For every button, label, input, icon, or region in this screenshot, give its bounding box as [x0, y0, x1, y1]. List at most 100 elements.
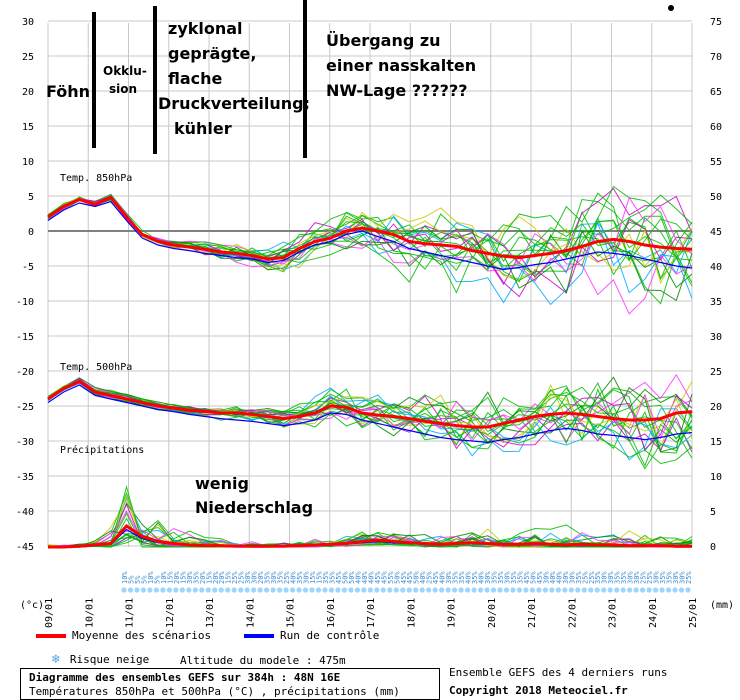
control-line [47, 200, 693, 271]
y-right-tick-label: 40 [710, 262, 722, 273]
snow-risk-label: 30% [542, 571, 550, 584]
legend-control-label: Run de contrôle [280, 629, 380, 642]
snow-risk-label: 45% [380, 571, 388, 584]
control-swatch [244, 634, 274, 638]
snow-risk-label: 35% [322, 571, 330, 584]
snowflake-icon [503, 587, 510, 593]
snowflake-icon [490, 587, 497, 593]
snowflake-icon [562, 587, 568, 593]
mean-line [47, 379, 693, 429]
snowflake-icon [341, 587, 348, 593]
x-tick-label: 20/01 [487, 598, 498, 628]
snowflake-icon [225, 587, 231, 593]
panel-title-500: Temp. 500hPa [60, 362, 132, 373]
snowflake-icon [380, 587, 386, 593]
snowflake-icon [367, 587, 373, 593]
control-line [47, 384, 693, 444]
y-right-tick-label: 10 [710, 472, 722, 483]
snow-risk-label: 20% [173, 571, 181, 584]
snow-risk-label: 40% [439, 571, 447, 584]
snowflake-icon [484, 587, 490, 593]
snowflake-icon [523, 587, 529, 593]
separator-2 [153, 6, 157, 154]
x-tick-label: 15/01 [286, 598, 297, 628]
snowflake-icon [205, 587, 211, 593]
legend-snow-label: Risque neige [69, 653, 150, 666]
snowflake-icon [328, 587, 335, 593]
snowflake-icon [678, 587, 685, 593]
annotation-uebergang: Übergang zu einer nasskalten NW-Lage ???… [326, 28, 476, 103]
okklusion-line-2: sion [109, 82, 138, 96]
zyklonal-line-4: Druckverteilung; [158, 94, 310, 113]
snow-risk-label: 50% [413, 571, 421, 584]
snow-risk-label: 35% [452, 571, 460, 584]
snow-risk-label: 25% [588, 571, 596, 584]
snow-risk-label: 30% [503, 571, 511, 584]
snowflake-icon [393, 587, 399, 593]
snowflake-icon [652, 587, 659, 593]
x-axis-date-labels: 09/01 10/01 11/01 12/01 13/01 14/01 15/01 16/01… [44, 598, 699, 628]
snow-risk-label: 5% [140, 575, 148, 584]
x-tick-label: 18/01 [406, 598, 417, 628]
snow-risk-label: 30% [633, 571, 641, 584]
snow-risk-label: 30% [601, 571, 609, 584]
snow-risk-label: 35% [666, 571, 674, 584]
snow-risk-label: 35% [659, 571, 667, 584]
snow-risk-label: 15% [166, 571, 174, 584]
annotation-separator-lines [92, 0, 307, 158]
snow-risk-label: 30% [568, 571, 576, 584]
y-right-tick-label: 20 [710, 402, 722, 413]
snow-risk-label: 25% [640, 571, 648, 584]
panel-title-850: Temp. 850hPa [60, 173, 132, 184]
snow-risk-label: 50% [393, 571, 401, 584]
snow-risk-label: 30% [484, 571, 492, 584]
x-tick-label: 10/01 [84, 598, 95, 628]
panel-title-precip: Précipitations [60, 444, 144, 456]
y-right-tick-label: 5 [710, 507, 716, 518]
snow-risk-label: 30% [562, 571, 570, 584]
x-tick-label: 22/01 [567, 598, 578, 628]
snow-risk-label: 15% [179, 571, 187, 584]
snowflake-icon [335, 587, 341, 593]
snowflake-icon [309, 587, 315, 593]
y-right-tick-label: 60 [710, 122, 722, 133]
y-left-tick-label: -25 [16, 402, 34, 413]
snow-risk-label: 45% [335, 571, 343, 584]
snowflake-icon [471, 587, 477, 593]
separator-1 [92, 12, 96, 148]
snow-risk-label: 25% [238, 571, 246, 584]
y-right-tick-label: 65 [710, 87, 722, 98]
snow-risk-label: 35% [192, 571, 200, 584]
snowflake-icon [264, 587, 270, 593]
snowflake-icon [439, 587, 445, 593]
snowflake-icon [406, 587, 412, 593]
snowflake-icon [302, 587, 309, 593]
y-right-tick-label: 35 [710, 297, 722, 308]
mean-series [47, 195, 693, 549]
uebergang-line-2: einer nasskalten [326, 56, 477, 75]
annotation-foehn: Föhn [46, 82, 91, 101]
snow-risk-label: 45% [523, 571, 531, 584]
x-tick-label: 21/01 [527, 598, 538, 628]
x-tick-label: 17/01 [366, 598, 377, 628]
x-tick-label: 23/01 [608, 598, 619, 628]
y-axis-left-ticks: 30 25 20 15 10 5 0 -5 -10 -15 -20 -25 -30 -35 -40 -45 [16, 17, 34, 553]
snowflake-icon: ❄ [52, 652, 60, 667]
snow-risk-label: 35% [491, 571, 499, 584]
snow-risk-label: 30% [251, 571, 259, 584]
snow-risk-label: 20% [212, 571, 220, 584]
snow-risk-label: 30% [679, 571, 687, 584]
snow-risk-label: 35% [614, 571, 622, 584]
zyklonal-line-5: kühler [174, 119, 232, 138]
snowflake-icon [627, 587, 633, 593]
snowflake-icon [458, 587, 464, 593]
y-left-tick-label: -30 [16, 437, 34, 448]
uebergang-line-3: NW-Lage ?????? [326, 81, 468, 100]
y-right-tick-label: 50 [710, 192, 722, 203]
snow-risk-label: 15% [309, 571, 317, 584]
snow-risk-label: 30% [270, 571, 278, 584]
okklusion-line-1: Okklu- [103, 64, 147, 78]
annotation-zyklonal: zyklonal geprägte, flache Druckverteilun… [158, 16, 310, 141]
snowflake-icon [510, 587, 516, 593]
snowflake-icon [199, 587, 205, 593]
